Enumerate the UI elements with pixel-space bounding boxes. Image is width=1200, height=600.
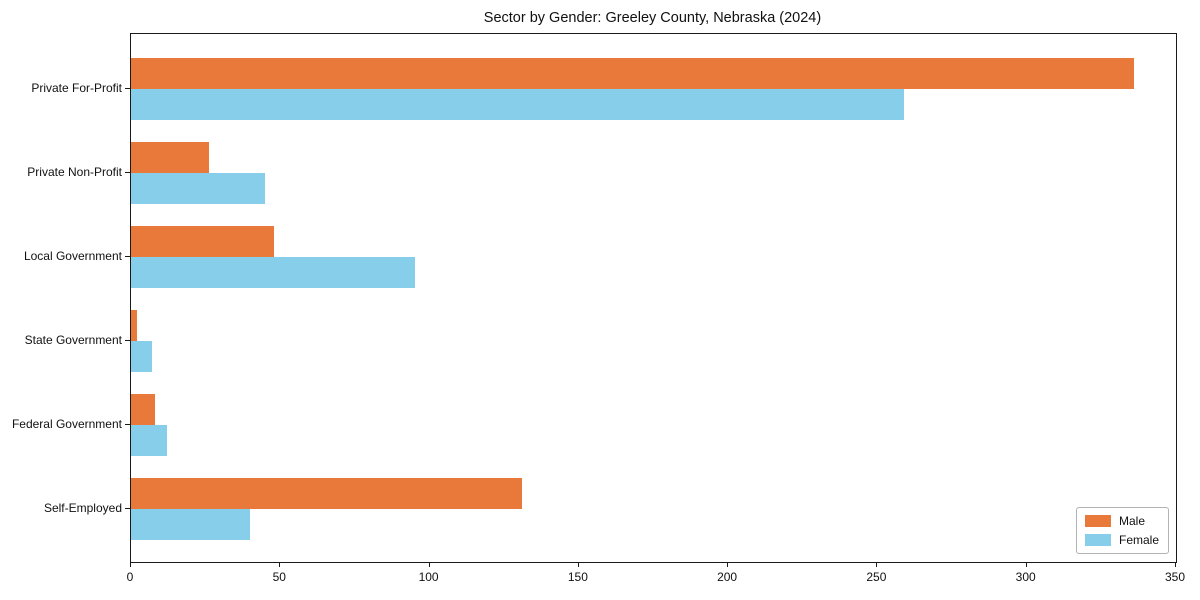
legend-label: Male bbox=[1118, 514, 1145, 528]
y-tick bbox=[125, 340, 130, 341]
bar-male-self-employed bbox=[131, 478, 523, 509]
x-tick-label: 0 bbox=[126, 570, 134, 584]
legend-swatch-female bbox=[1084, 534, 1111, 546]
bar-female-state-government bbox=[131, 341, 152, 372]
y-tick-label: Local Government bbox=[23, 249, 122, 263]
x-tick bbox=[577, 562, 579, 567]
x-tick-label: 50 bbox=[272, 570, 286, 584]
x-tick bbox=[1175, 562, 1176, 567]
x-tick bbox=[876, 562, 878, 567]
bar-male-federal-government bbox=[131, 394, 155, 425]
x-tick-label: 300 bbox=[1015, 570, 1036, 584]
bar-male-state-government bbox=[131, 310, 137, 341]
y-tick bbox=[125, 172, 130, 173]
legend-item-male: Male bbox=[1084, 514, 1159, 528]
x-tick bbox=[279, 562, 281, 567]
y-tick bbox=[125, 508, 130, 509]
y-tick-label: Private For-Profit bbox=[31, 81, 122, 95]
legend-swatch-male bbox=[1084, 515, 1111, 527]
bar-male-private-for-profit bbox=[131, 58, 1135, 89]
y-tick-label: Private Non-Profit bbox=[27, 165, 122, 179]
y-tick-label: Federal Government bbox=[11, 417, 122, 431]
x-tick bbox=[130, 562, 131, 567]
y-tick-label: State Government bbox=[24, 333, 122, 347]
legend-item-female: Female bbox=[1084, 533, 1159, 547]
x-tick bbox=[727, 562, 729, 567]
legend-label: Female bbox=[1118, 533, 1159, 547]
bar-female-local-government bbox=[131, 257, 415, 288]
plot-area: Male Female bbox=[130, 33, 1177, 563]
x-tick-label: 250 bbox=[866, 570, 887, 584]
y-tick bbox=[125, 256, 130, 257]
x-tick bbox=[1025, 562, 1027, 567]
y-tick bbox=[125, 424, 130, 425]
x-tick-label: 100 bbox=[418, 570, 439, 584]
bar-male-local-government bbox=[131, 226, 275, 257]
x-tick-label: 150 bbox=[567, 570, 588, 584]
bar-female-self-employed bbox=[131, 509, 251, 540]
y-tick bbox=[125, 88, 130, 89]
bar-female-private-for-profit bbox=[131, 89, 905, 120]
x-tick bbox=[428, 562, 430, 567]
bar-male-private-non-profit bbox=[131, 142, 209, 173]
bar-female-federal-government bbox=[131, 425, 167, 456]
chart-title: Sector by Gender: Greeley County, Nebras… bbox=[483, 10, 822, 26]
x-tick-label: 350 bbox=[1164, 570, 1186, 584]
legend: Male Female bbox=[1075, 507, 1169, 554]
y-tick-label: Self-Employed bbox=[43, 501, 122, 515]
x-tick-label: 200 bbox=[717, 570, 738, 584]
bar-female-private-non-profit bbox=[131, 173, 266, 204]
